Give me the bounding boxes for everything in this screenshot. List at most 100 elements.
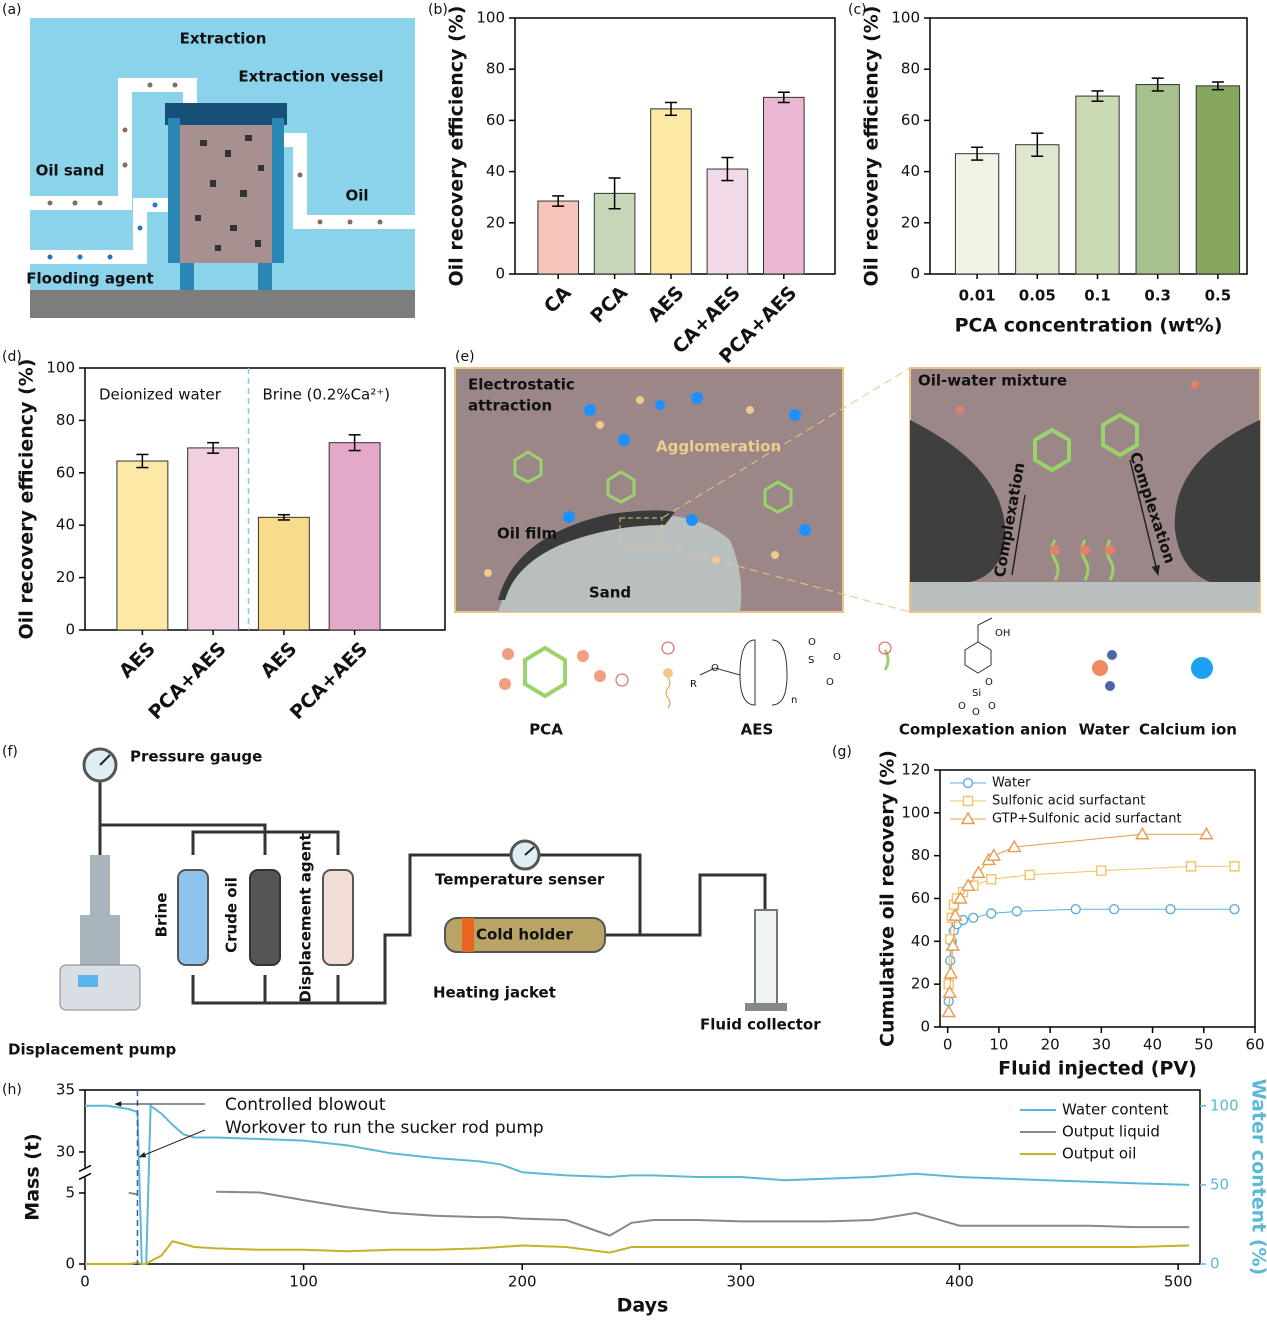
- y-tick-label: 100: [46, 359, 75, 377]
- bar: [187, 447, 240, 631]
- bar: [762, 96, 805, 275]
- annotation: Deionized water: [99, 386, 222, 404]
- marker: [1024, 869, 1035, 881]
- marker: [1011, 906, 1023, 917]
- label: Fluid collector: [700, 1016, 821, 1034]
- annotation: Brine (0.2%Ca²⁺): [263, 386, 391, 404]
- label: Agglomeration: [656, 438, 781, 456]
- marker: [971, 865, 986, 878]
- y-tick-label: 100: [891, 9, 920, 27]
- bar: [650, 108, 692, 275]
- axis-break: [80, 1167, 90, 1178]
- atom: S: [808, 655, 814, 666]
- marker: [953, 891, 968, 904]
- x-tick-label: AES: [644, 282, 689, 327]
- label: Extraction: [180, 30, 267, 48]
- y-tick-label: 20: [901, 213, 920, 231]
- marker: [986, 874, 997, 885]
- y-tick-label: 60: [56, 463, 75, 481]
- axis-label: Oil recovery efficiency (%): [861, 6, 883, 287]
- marker: [960, 811, 976, 825]
- x-tick-label: 10: [989, 1036, 1008, 1054]
- legend-label: Sulfonic acid surfactant: [992, 794, 1145, 809]
- marker: [1096, 865, 1107, 876]
- label: Brine: [153, 893, 171, 938]
- y-tick-label: 60: [486, 111, 505, 129]
- y-tick-label: 50: [1210, 1175, 1229, 1193]
- x-tick-label: AES: [115, 638, 160, 683]
- x-tick-label: AES: [256, 638, 301, 683]
- label: Oil film: [497, 525, 557, 543]
- label: Displacement pump: [8, 1041, 177, 1059]
- y-tick-label: 100: [1210, 1096, 1239, 1114]
- bar: [1135, 84, 1180, 275]
- y-tick-label: 100: [901, 803, 930, 821]
- x-tick-label: 200: [508, 1273, 537, 1291]
- bar: [1075, 95, 1120, 275]
- label: Electrostatic: [468, 376, 575, 394]
- y-tick-label: 80: [56, 411, 75, 429]
- marker: [942, 985, 957, 998]
- series-line: [128, 1190, 1190, 1237]
- y-tick-label: 0: [1210, 1255, 1220, 1273]
- bar: [116, 460, 169, 631]
- panel-label: (b): [428, 2, 448, 18]
- atom: n: [791, 695, 797, 706]
- legend-label: GTP+Sulfonic acid surfactant: [992, 812, 1182, 827]
- x-tick-label: PCA+AES: [144, 638, 230, 724]
- bar: [257, 516, 310, 631]
- diagram-a: Extraction Extraction vessel Oil sand Oi…: [26, 18, 415, 318]
- y-tick-label: 80: [911, 846, 930, 864]
- marker: [986, 848, 1001, 861]
- y-tick-label: 0: [495, 265, 505, 283]
- y-tick-label: 40: [901, 162, 920, 180]
- x-axis-label: Days: [617, 1295, 669, 1317]
- axis-label: Oil recovery efficiency (%): [16, 359, 38, 640]
- y-tick-label: 60: [901, 111, 920, 129]
- marker: [1229, 904, 1240, 915]
- y-tick-label: 60: [911, 889, 930, 907]
- label: Displacement agent: [297, 833, 315, 1002]
- x-tick-label: 0: [943, 1036, 953, 1054]
- atom: O: [985, 677, 993, 688]
- x-tick-label: 0.1: [1084, 287, 1111, 305]
- legend-label: Output oil: [1062, 1145, 1136, 1163]
- y-tick-label: 0: [920, 1018, 930, 1036]
- y-tick-label: 120: [901, 761, 930, 779]
- bar: [1195, 85, 1241, 275]
- panel-label: (g): [832, 744, 852, 760]
- panel-label: (e): [455, 349, 475, 365]
- x-tick-label: 0: [80, 1273, 90, 1291]
- label: Crude oil: [223, 877, 241, 953]
- x-axis-label: Fluid injected (PV): [998, 1058, 1197, 1080]
- axis-break: [78, 1164, 92, 1173]
- marker: [962, 777, 974, 789]
- y-tick-label: 0: [65, 1255, 75, 1273]
- atom: O: [833, 652, 841, 663]
- label: Pressure gauge: [130, 748, 262, 766]
- x-tick-label: 100: [289, 1273, 318, 1291]
- diagram-e: Electrostatic attraction Agglomeration O…: [454, 367, 1261, 739]
- marker: [1165, 904, 1176, 915]
- legend-label: Complexation anion: [899, 721, 1067, 739]
- legend-label: Water content: [1062, 1101, 1169, 1119]
- y-tick-label: 20: [56, 568, 75, 586]
- marker: [943, 966, 958, 979]
- y-tick-label: 40: [911, 932, 930, 950]
- bar: [537, 200, 580, 275]
- x-axis-label: PCA concentration (wt%): [955, 315, 1223, 337]
- label: Flooding agent: [26, 270, 153, 288]
- panel-label: (h): [2, 1082, 22, 1098]
- panel-label: (d): [2, 349, 22, 365]
- marker: [1135, 826, 1150, 840]
- marker: [1229, 861, 1240, 872]
- panel-label: (a): [2, 2, 22, 18]
- series-line: [85, 1240, 1190, 1265]
- label: attraction: [468, 397, 552, 415]
- x-tick-label: 500: [1164, 1273, 1193, 1291]
- legend-label: PCA: [529, 721, 563, 739]
- y-tick-label: 100: [476, 9, 505, 27]
- label: Oil sand: [36, 162, 105, 180]
- y-tick-label: 30: [56, 1142, 75, 1160]
